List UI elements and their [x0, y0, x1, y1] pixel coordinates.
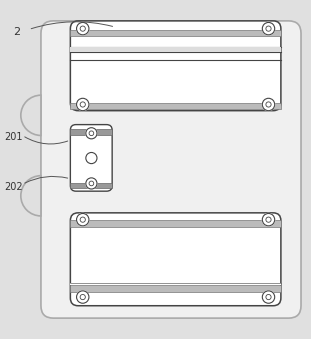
FancyBboxPatch shape [41, 21, 301, 318]
Wedge shape [21, 95, 41, 136]
Bar [70, 182, 112, 188]
Circle shape [86, 178, 97, 189]
Circle shape [77, 291, 89, 303]
Circle shape [262, 98, 275, 111]
Circle shape [77, 214, 89, 226]
Circle shape [86, 153, 97, 164]
Circle shape [262, 22, 275, 35]
Circle shape [77, 98, 89, 111]
Bar [70, 29, 281, 36]
Text: 201: 201 [4, 132, 22, 142]
Bar [70, 220, 281, 227]
Circle shape [77, 22, 89, 35]
Bar [70, 103, 281, 109]
Text: 202: 202 [4, 182, 22, 192]
Circle shape [86, 128, 97, 139]
Wedge shape [21, 176, 41, 216]
Bar [70, 285, 281, 292]
FancyBboxPatch shape [70, 125, 112, 191]
Text: 2: 2 [13, 27, 20, 37]
FancyBboxPatch shape [70, 21, 281, 111]
Circle shape [262, 291, 275, 303]
Bar [70, 129, 112, 135]
Bar [70, 283, 281, 285]
Bar [70, 47, 281, 53]
FancyBboxPatch shape [70, 213, 281, 306]
Circle shape [262, 214, 275, 226]
